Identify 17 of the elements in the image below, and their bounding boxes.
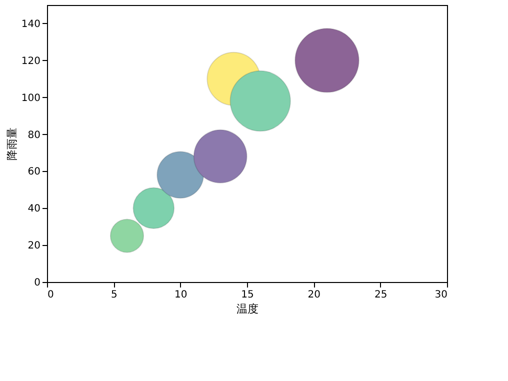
y-tick-label: 40: [28, 204, 40, 215]
x-tick-label: 10: [174, 290, 188, 300]
y-tick-label: 120: [21, 56, 40, 67]
y-tick-label: 60: [28, 166, 40, 178]
x-tick-label: 5: [110, 290, 118, 300]
x-axis-title: 温度: [236, 302, 258, 316]
y-tick-label: 80: [28, 130, 40, 141]
y-tick-label: 0: [34, 278, 40, 288]
x-tick-label: 15: [241, 290, 254, 300]
y-axis-title: 降雨量: [5, 128, 18, 160]
x-tick-label: 20: [308, 290, 321, 300]
x-tick-label: 25: [374, 290, 388, 300]
y-tick-label: 140: [21, 18, 40, 30]
x-tick-label: 30: [434, 290, 448, 300]
x-tick-label: 0: [48, 290, 54, 300]
y-tick-label: 100: [21, 92, 40, 104]
y-tick-label: 20: [28, 240, 40, 252]
